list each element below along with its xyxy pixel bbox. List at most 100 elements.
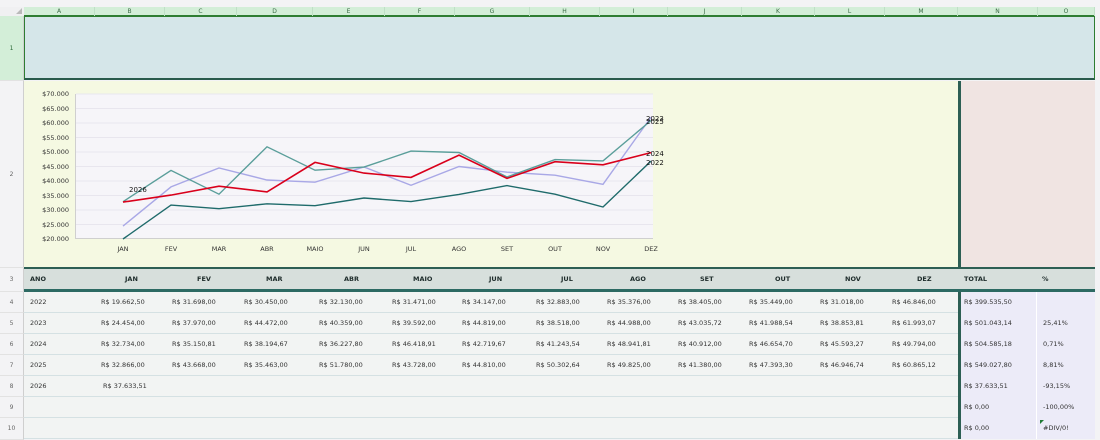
cell-set[interactable]: R$ 40.912,00 <box>678 340 722 348</box>
error-indicator-icon[interactable] <box>1040 420 1044 424</box>
cell-dez[interactable]: R$ 61.993,07 <box>892 319 936 327</box>
cell-maio[interactable]: R$ 43.728,00 <box>392 361 436 369</box>
cell-abr[interactable]: R$ 40.359,00 <box>319 319 363 327</box>
column-header-b[interactable]: B <box>95 7 165 16</box>
cell-ago[interactable]: R$ 49.825,00 <box>607 361 651 369</box>
total-column-bg <box>958 292 1098 313</box>
row-header-8[interactable]: 8 <box>0 376 24 397</box>
column-header-d[interactable]: D <box>237 7 313 16</box>
cell-jun[interactable]: R$ 44.819,00 <box>462 319 506 327</box>
cell-set[interactable]: R$ 38.405,00 <box>678 298 722 306</box>
cell-dez[interactable]: R$ 46.846,00 <box>892 298 936 306</box>
cell-ano[interactable]: 2023 <box>30 319 47 327</box>
cell-out[interactable]: R$ 46.654,70 <box>749 340 793 348</box>
header-set: SET <box>700 275 714 283</box>
cell-ano[interactable]: 2024 <box>30 340 47 348</box>
column-header-g[interactable]: G <box>455 7 530 16</box>
cell-dez[interactable]: R$ 49.794,00 <box>892 340 936 348</box>
column-header-e[interactable]: E <box>313 7 385 16</box>
cell-mar[interactable]: R$ 35.463,00 <box>244 361 288 369</box>
cell-jan[interactable]: R$ 37.633,51 <box>103 382 147 390</box>
column-header-h[interactable]: H <box>530 7 600 16</box>
cell-maio[interactable]: R$ 39.592,00 <box>392 319 436 327</box>
cell-jan[interactable]: R$ 32.866,00 <box>101 361 145 369</box>
cell-nov[interactable]: R$ 46.946,74 <box>820 361 864 369</box>
column-header-n[interactable]: N <box>958 7 1038 16</box>
cell-mar[interactable]: R$ 38.194,67 <box>244 340 288 348</box>
column-header-l[interactable]: L <box>815 7 885 16</box>
cell-jun[interactable]: R$ 34.147,00 <box>462 298 506 306</box>
cell-nov[interactable]: R$ 45.593,27 <box>820 340 864 348</box>
row-header-2[interactable]: 2 <box>0 81 24 268</box>
cell-total[interactable]: R$ 549.027,80 <box>964 361 1012 369</box>
cell-jan[interactable]: R$ 24.454,00 <box>101 319 145 327</box>
cell-dez[interactable]: R$ 60.865,12 <box>892 361 936 369</box>
row-header-7[interactable]: 7 <box>0 355 24 376</box>
cell-nov[interactable]: R$ 38.853,81 <box>820 319 864 327</box>
title-row-cell[interactable] <box>24 16 1095 80</box>
column-header-m[interactable]: M <box>885 7 958 16</box>
cell-abr[interactable]: R$ 36.227,80 <box>319 340 363 348</box>
cell-ano[interactable]: 2026 <box>30 382 47 390</box>
side-panel-cell[interactable] <box>958 81 1098 267</box>
cell-set[interactable]: R$ 43.035,72 <box>678 319 722 327</box>
row-header-5[interactable]: 5 <box>0 313 24 334</box>
column-header-i[interactable]: I <box>600 7 668 16</box>
cell-ano[interactable]: 2022 <box>30 298 47 306</box>
cell-jun[interactable]: R$ 42.719,67 <box>462 340 506 348</box>
cell-jul[interactable]: R$ 41.243,54 <box>536 340 580 348</box>
cell-total[interactable]: R$ 501.043,14 <box>964 319 1012 327</box>
cell-fev[interactable]: R$ 37.970,00 <box>172 319 216 327</box>
cell-total[interactable]: R$ 504.585,18 <box>964 340 1012 348</box>
cell-pct[interactable]: -100,00% <box>1043 403 1075 411</box>
vertical-scrollbar[interactable] <box>1095 16 1100 440</box>
cell-fev[interactable]: R$ 35.150,81 <box>172 340 216 348</box>
row-header-3[interactable]: 3 <box>0 268 24 292</box>
cell-maio[interactable]: R$ 31.471,00 <box>392 298 436 306</box>
cell-jan[interactable]: R$ 19.662,50 <box>101 298 145 306</box>
row-header-1[interactable]: 1 <box>0 16 24 81</box>
cell-pct[interactable]: 8,81% <box>1043 361 1064 369</box>
cell-out[interactable]: R$ 41.988,54 <box>749 319 793 327</box>
cell-pct[interactable]: #DIV/0! <box>1043 424 1069 432</box>
row-header-6[interactable]: 6 <box>0 334 24 355</box>
cell-jul[interactable]: R$ 50.302,64 <box>536 361 580 369</box>
cell-jan[interactable]: R$ 32.734,00 <box>101 340 145 348</box>
total-column-bg <box>958 376 1098 397</box>
cell-fev[interactable]: R$ 43.668,00 <box>172 361 216 369</box>
cell-mar[interactable]: R$ 44.472,00 <box>244 319 288 327</box>
row-header-10[interactable]: 10 <box>0 418 24 440</box>
cell-pct[interactable]: -93,15% <box>1043 382 1071 390</box>
column-header-k[interactable]: K <box>742 7 815 16</box>
cell-out[interactable]: R$ 47.393,30 <box>749 361 793 369</box>
cell-maio[interactable]: R$ 46.418,91 <box>392 340 436 348</box>
cell-pct[interactable]: 0,71% <box>1043 340 1064 348</box>
column-header-o[interactable]: O <box>1038 7 1095 16</box>
cell-pct[interactable]: 25,41% <box>1043 319 1068 327</box>
cell-ago[interactable]: R$ 44.988,00 <box>607 319 651 327</box>
cell-fev[interactable]: R$ 31.698,00 <box>172 298 216 306</box>
cell-jun[interactable]: R$ 44.810,00 <box>462 361 506 369</box>
cell-jul[interactable]: R$ 32.883,00 <box>536 298 580 306</box>
cell-set[interactable]: R$ 41.380,00 <box>678 361 722 369</box>
column-header-f[interactable]: F <box>385 7 455 16</box>
cell-ago[interactable]: R$ 48.941,81 <box>607 340 651 348</box>
cell-total[interactable]: R$ 399.535,50 <box>964 298 1012 306</box>
column-header-j[interactable]: J <box>668 7 742 16</box>
row-header-4[interactable]: 4 <box>0 292 24 313</box>
row-header-9[interactable]: 9 <box>0 397 24 418</box>
cell-abr[interactable]: R$ 32.130,00 <box>319 298 363 306</box>
cell-nov[interactable]: R$ 31.018,00 <box>820 298 864 306</box>
cell-ano[interactable]: 2025 <box>30 361 47 369</box>
cell-mar[interactable]: R$ 30.450,00 <box>244 298 288 306</box>
cell-jul[interactable]: R$ 38.518,00 <box>536 319 580 327</box>
cell-total[interactable]: R$ 0,00 <box>964 403 990 411</box>
column-header-c[interactable]: C <box>165 7 237 16</box>
cell-total[interactable]: R$ 0,00 <box>964 424 990 432</box>
cell-ago[interactable]: R$ 35.376,00 <box>607 298 651 306</box>
cell-total[interactable]: R$ 37.633,51 <box>964 382 1008 390</box>
column-header-a[interactable]: A <box>24 7 95 16</box>
cell-abr[interactable]: R$ 51.780,00 <box>319 361 363 369</box>
cell-out[interactable]: R$ 35.449,00 <box>749 298 793 306</box>
select-all-corner[interactable] <box>0 7 24 16</box>
